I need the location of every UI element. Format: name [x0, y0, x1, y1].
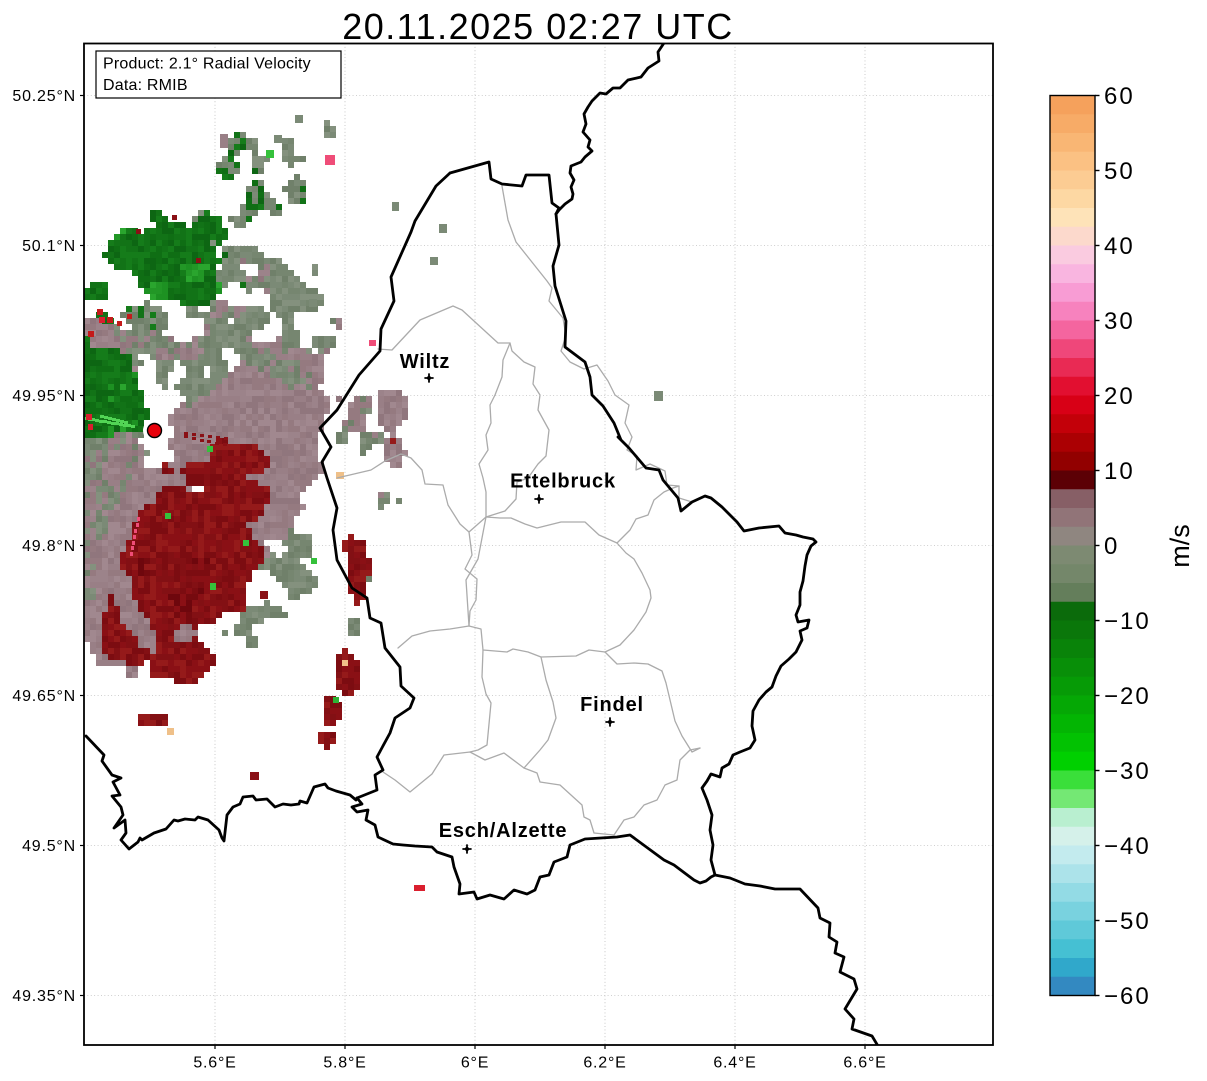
- svg-text:50: 50: [1104, 158, 1135, 185]
- svg-text:Findel: Findel: [580, 694, 644, 716]
- svg-text:−50: −50: [1104, 908, 1151, 935]
- svg-text:6.4°E: 6.4°E: [713, 1055, 756, 1072]
- svg-text:10: 10: [1104, 458, 1135, 485]
- svg-text:−60: −60: [1104, 983, 1151, 1010]
- svg-text:40: 40: [1104, 233, 1135, 260]
- svg-text:Esch/Alzette: Esch/Alzette: [439, 820, 568, 842]
- svg-text:49.95°N: 49.95°N: [12, 388, 76, 405]
- svg-text:−40: −40: [1104, 833, 1151, 860]
- svg-text:49.5°N: 49.5°N: [22, 838, 76, 855]
- svg-text:5.8°E: 5.8°E: [323, 1055, 366, 1072]
- svg-text:6.2°E: 6.2°E: [583, 1055, 626, 1072]
- svg-text:60: 60: [1104, 83, 1135, 110]
- svg-text:50.25°N: 50.25°N: [12, 88, 76, 105]
- svg-text:0: 0: [1104, 533, 1119, 560]
- svg-text:20.11.2025 02:27 UTC: 20.11.2025 02:27 UTC: [342, 6, 734, 47]
- svg-text:Data: RMIB: Data: RMIB: [103, 77, 188, 94]
- svg-text:20: 20: [1104, 383, 1135, 410]
- svg-text:49.8°N: 49.8°N: [22, 538, 76, 555]
- svg-text:6.6°E: 6.6°E: [843, 1055, 886, 1072]
- svg-text:Ettelbruck: Ettelbruck: [510, 471, 616, 493]
- svg-text:49.35°N: 49.35°N: [12, 988, 76, 1005]
- svg-text:5.6°E: 5.6°E: [193, 1055, 236, 1072]
- svg-text:−30: −30: [1104, 758, 1151, 785]
- svg-text:6°E: 6°E: [461, 1055, 489, 1072]
- svg-text:m/s: m/s: [1165, 524, 1195, 568]
- svg-text:30: 30: [1104, 308, 1135, 335]
- svg-text:Wiltz: Wiltz: [400, 351, 450, 373]
- svg-text:−10: −10: [1104, 608, 1151, 635]
- svg-text:−20: −20: [1104, 683, 1151, 710]
- svg-text:50.1°N: 50.1°N: [22, 238, 76, 255]
- svg-text:49.65°N: 49.65°N: [12, 688, 76, 705]
- svg-text:Product: 2.1° Radial Velocity: Product: 2.1° Radial Velocity: [103, 56, 311, 73]
